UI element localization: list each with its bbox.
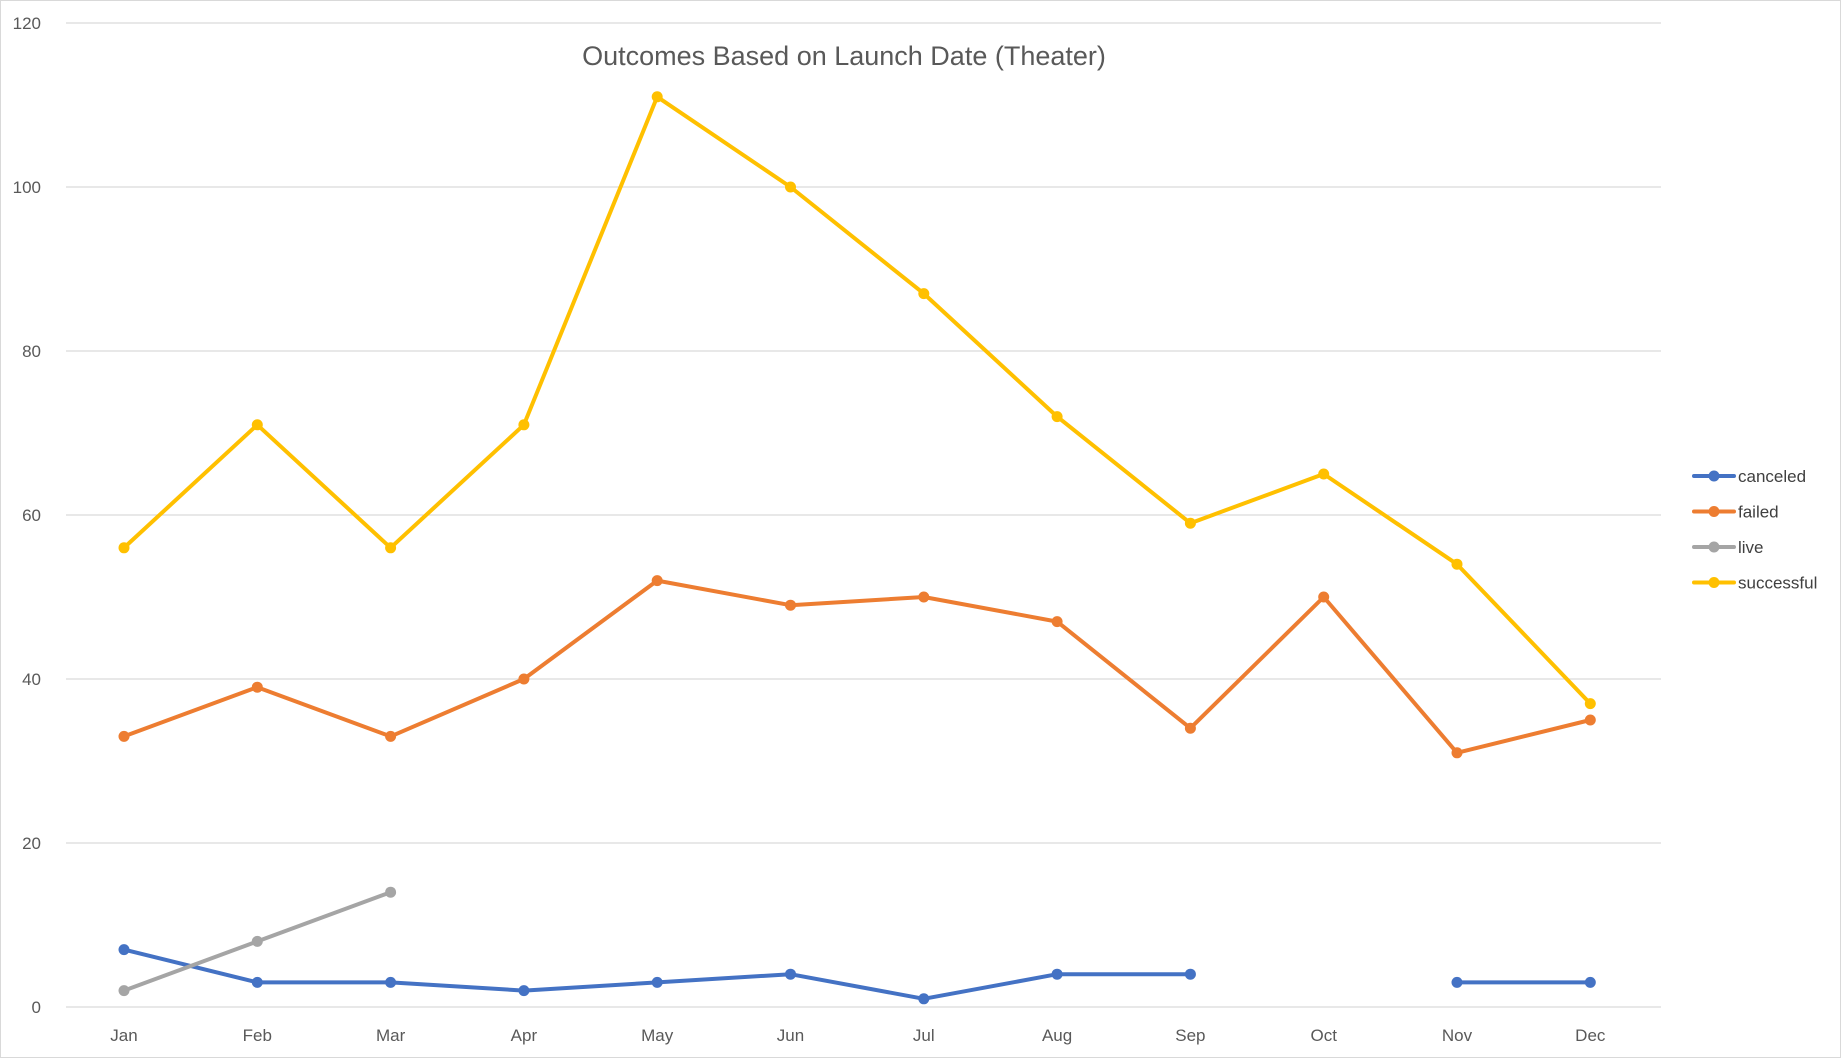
- data-point-successful: [651, 91, 663, 103]
- data-point-successful: [785, 181, 796, 193]
- series-line-successful: [122, 94, 1593, 706]
- legend-item-live: live: [1692, 538, 1764, 557]
- chart-title: Outcomes Based on Launch Date (Theater): [582, 41, 1106, 71]
- data-point-failed: [251, 681, 263, 693]
- x-tick-label: May: [641, 1026, 674, 1045]
- data-point-canceled: [385, 976, 397, 988]
- series-failed: [118, 575, 1596, 759]
- y-tick-label: 0: [32, 998, 41, 1017]
- data-point-canceled: [1051, 968, 1063, 980]
- legend-swatch-marker: [1708, 470, 1720, 482]
- series-line-canceled: [122, 947, 1193, 1001]
- series-live: [118, 886, 397, 997]
- x-tick-label: Jan: [110, 1026, 137, 1045]
- legend-swatch-marker: [1708, 577, 1720, 588]
- y-tick-label: 60: [22, 506, 41, 525]
- legend-label: live: [1738, 538, 1764, 557]
- legend-label: canceled: [1738, 467, 1806, 486]
- x-axis-tick-labels: Jan Feb Mar Apr May Jun Jul Aug Sep Oct Nov Dec: [110, 1026, 1606, 1045]
- x-tick-label: Sep: [1175, 1026, 1205, 1045]
- data-point-canceled: [918, 993, 930, 1005]
- data-point-failed: [518, 673, 530, 685]
- legend-item-canceled: canceled: [1692, 467, 1806, 486]
- data-point-successful: [518, 419, 530, 431]
- data-point-successful: [1184, 517, 1196, 529]
- x-tick-label: Feb: [243, 1026, 272, 1045]
- legend-swatch-marker: [1708, 506, 1720, 517]
- y-tick-label: 100: [13, 178, 41, 197]
- legend: canceled failed live successful: [1692, 467, 1817, 593]
- y-tick-label: 80: [22, 342, 41, 361]
- series-successful: [118, 91, 1596, 710]
- data-point-canceled: [1184, 968, 1196, 980]
- legend-label: successful: [1738, 574, 1817, 593]
- data-point-failed: [1184, 722, 1196, 734]
- plot-series: [118, 91, 1596, 1005]
- legend-item-failed: failed: [1692, 503, 1779, 522]
- data-point-successful: [118, 542, 130, 554]
- x-tick-label: Jun: [777, 1026, 804, 1045]
- data-point-canceled: [518, 985, 530, 997]
- gridlines: [66, 22, 1661, 1008]
- data-point-successful: [385, 542, 397, 554]
- data-point-failed: [1051, 616, 1063, 628]
- data-point-live: [251, 935, 263, 947]
- data-point-successful: [1451, 558, 1463, 570]
- legend-swatch-marker: [1708, 541, 1720, 553]
- data-point-failed: [1451, 747, 1463, 759]
- x-tick-label: Aug: [1042, 1026, 1072, 1045]
- data-point-successful: [251, 419, 263, 431]
- data-point-canceled: [251, 976, 263, 988]
- data-point-live: [385, 886, 397, 898]
- y-axis-tick-labels: 0 20 40 60 80 100 120: [13, 14, 41, 1017]
- data-point-failed: [1584, 714, 1596, 726]
- x-tick-label: Oct: [1310, 1026, 1337, 1045]
- legend-label: failed: [1738, 503, 1779, 522]
- x-tick-label: Apr: [511, 1026, 538, 1045]
- series-canceled: [118, 944, 1596, 1005]
- x-tick-label: Jul: [913, 1026, 935, 1045]
- y-tick-label: 40: [22, 670, 41, 689]
- data-point-live: [118, 985, 130, 997]
- data-point-failed: [918, 591, 930, 603]
- data-point-failed: [651, 575, 663, 587]
- data-point-canceled: [118, 944, 130, 956]
- legend-item-successful: successful: [1692, 574, 1817, 593]
- data-point-failed: [785, 599, 796, 611]
- data-point-failed: [385, 730, 397, 742]
- y-tick-label: 20: [22, 834, 41, 853]
- x-tick-label: Mar: [376, 1026, 406, 1045]
- data-point-canceled: [1451, 976, 1463, 988]
- data-point-successful: [1584, 698, 1596, 710]
- data-point-successful: [1051, 411, 1063, 423]
- data-point-canceled: [1584, 976, 1596, 988]
- series-line-failed: [122, 578, 1593, 755]
- y-tick-label: 120: [13, 14, 41, 33]
- data-point-failed: [118, 730, 130, 742]
- x-tick-label: Nov: [1442, 1026, 1473, 1045]
- x-tick-label: Dec: [1575, 1026, 1606, 1045]
- data-point-canceled: [785, 968, 796, 980]
- data-point-failed: [1318, 591, 1330, 603]
- data-point-successful: [918, 288, 930, 300]
- data-point-successful: [1318, 468, 1330, 480]
- data-point-canceled: [651, 976, 663, 988]
